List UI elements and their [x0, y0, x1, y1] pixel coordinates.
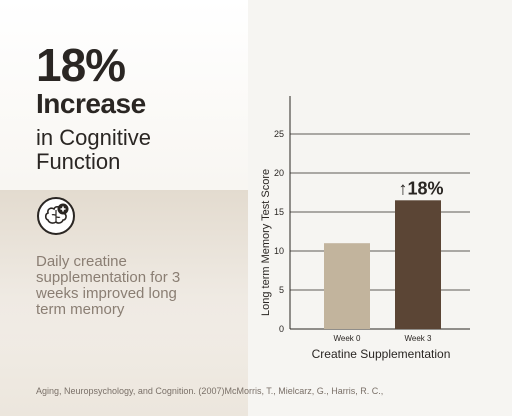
chart-annotation-group: ↑18% — [398, 178, 443, 198]
bar-annotation: ↑18% — [398, 178, 443, 198]
y-tick-label: 15 — [274, 207, 284, 217]
headline-increase: Increase — [36, 88, 146, 119]
brain-plus-icon — [36, 196, 76, 236]
chart-ticks: 0 5 10 15 20 25 Week 0 Week 3 — [274, 129, 432, 343]
x-axis-title: Creatine Supplementation — [312, 347, 451, 361]
citation-footer: Aging, Neuropsychology, and Cognition. (… — [36, 386, 384, 396]
chart-gridlines — [290, 133, 470, 330]
bar-week-0 — [324, 243, 370, 329]
y-tick-label: 20 — [274, 168, 284, 178]
chart-bars — [324, 200, 441, 329]
up-arrow-icon: ↑ — [398, 178, 407, 198]
bar-week-3 — [395, 200, 441, 329]
x-tick-label: Week 0 — [334, 334, 362, 343]
y-tick-label: 0 — [279, 324, 284, 334]
y-axis-title: Long term Memory Test Score — [260, 168, 272, 316]
y-tick-label: 25 — [274, 129, 284, 139]
x-tick-label: Week 3 — [405, 334, 433, 343]
description-text: Daily creatine supplementation for 3 wee… — [36, 253, 181, 318]
headline-subtitle: in Cognitive Function — [36, 125, 151, 174]
headline-percent: 18% — [36, 39, 126, 91]
y-tick-label: 10 — [274, 246, 284, 256]
y-tick-label: 5 — [279, 285, 284, 295]
